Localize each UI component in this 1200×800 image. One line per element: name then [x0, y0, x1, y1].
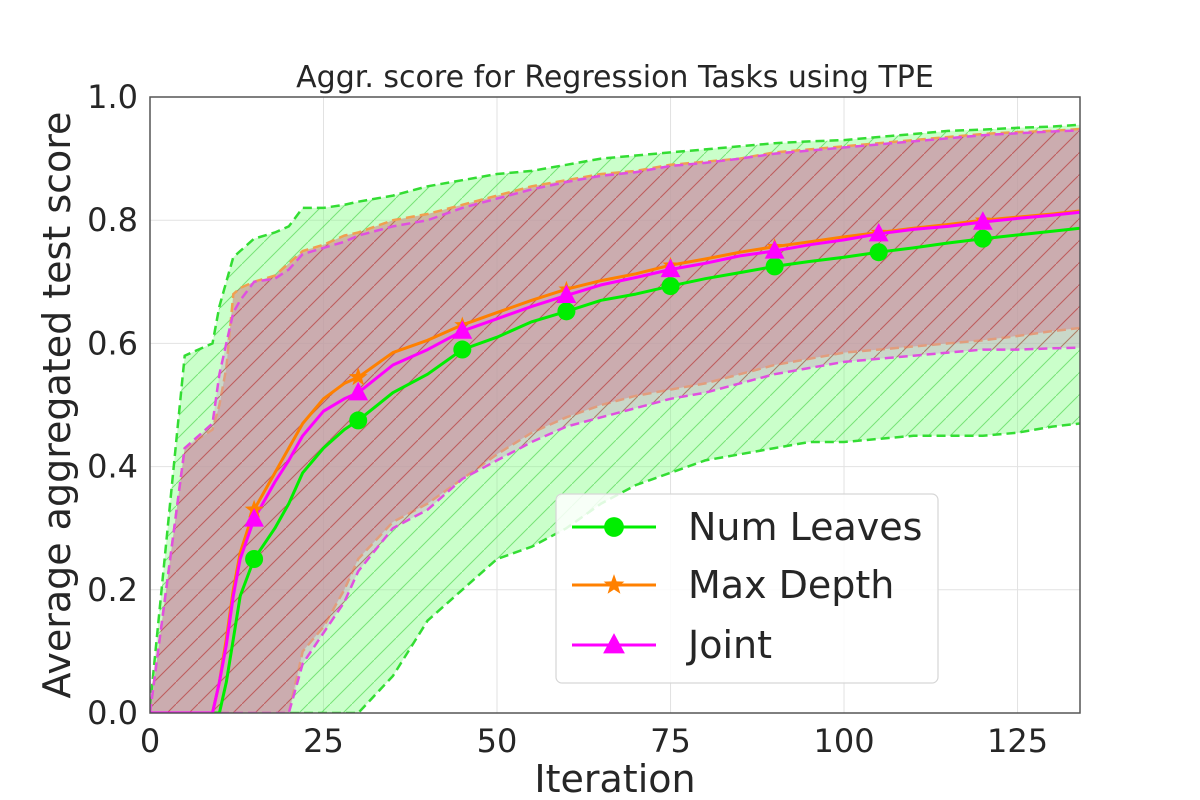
x-tick-label: 25 — [303, 722, 344, 760]
legend-label-0: Num Leaves — [688, 505, 922, 549]
marker-circle — [557, 302, 576, 321]
marker-triangle — [868, 222, 889, 242]
marker-triangle — [764, 240, 785, 259]
band-lower-2 — [150, 346, 1080, 713]
band-hatch-2 — [150, 130, 1080, 713]
marker-circle — [973, 229, 992, 248]
marker-circle — [245, 550, 264, 568]
legend-label-2: Joint — [686, 623, 772, 667]
marker-circle — [661, 277, 680, 296]
y-tick-label: 1.0 — [87, 78, 138, 116]
legend-box — [555, 493, 939, 684]
marker-circle — [869, 243, 888, 262]
band-upper-0 — [150, 123, 1080, 707]
legend-label-1: Max Depth — [688, 563, 894, 607]
y-tick-label: 0.8 — [87, 201, 138, 239]
marker-circle — [349, 411, 368, 430]
x-tick-label: 50 — [477, 722, 518, 760]
marker-triangle — [556, 284, 577, 304]
marker-triangle — [348, 381, 369, 401]
series-line-0 — [150, 226, 1080, 713]
y-tick-label: 0.0 — [87, 694, 138, 732]
band-upper-2 — [150, 129, 1080, 713]
series-markers — [244, 211, 993, 568]
y-axis-label: Average aggregated test score — [35, 112, 79, 699]
y-tick-labels: 0.0 0.2 0.4 0.6 0.8 1.0 — [87, 78, 138, 732]
x-axis-label: Iteration — [534, 757, 695, 800]
legend-marker-1 — [603, 574, 625, 594]
legend: Num Leaves Max Depth Joint — [555, 493, 939, 684]
marker-star — [348, 367, 368, 386]
legend-marker-0 — [604, 517, 624, 537]
marker-triangle — [452, 320, 473, 339]
y-tick-label: 0.4 — [87, 448, 138, 486]
x-tick-label: 0 — [140, 722, 160, 760]
plot-frame — [149, 96, 1081, 714]
series-lines — [150, 209, 1080, 713]
chart-title: Aggr. score for Regression Tasks using T… — [296, 60, 934, 95]
x-tick-labels: 0 25 50 75 100 125 — [140, 722, 1048, 760]
y-tick-label: 0.2 — [87, 571, 138, 609]
marker-triangle — [660, 258, 681, 278]
marker-circle — [453, 340, 472, 359]
marker-triangle — [972, 211, 993, 230]
x-tick-label: 125 — [987, 722, 1048, 760]
marker-circle — [765, 257, 784, 276]
y-tick-label: 0.6 — [87, 324, 138, 362]
x-tick-label: 75 — [650, 722, 691, 760]
marker-triangle — [244, 508, 265, 527]
confidence-bands — [150, 123, 1080, 713]
series-line-2 — [150, 210, 1080, 713]
legend-marker-2 — [603, 633, 625, 654]
x-tick-label: 100 — [813, 722, 874, 760]
